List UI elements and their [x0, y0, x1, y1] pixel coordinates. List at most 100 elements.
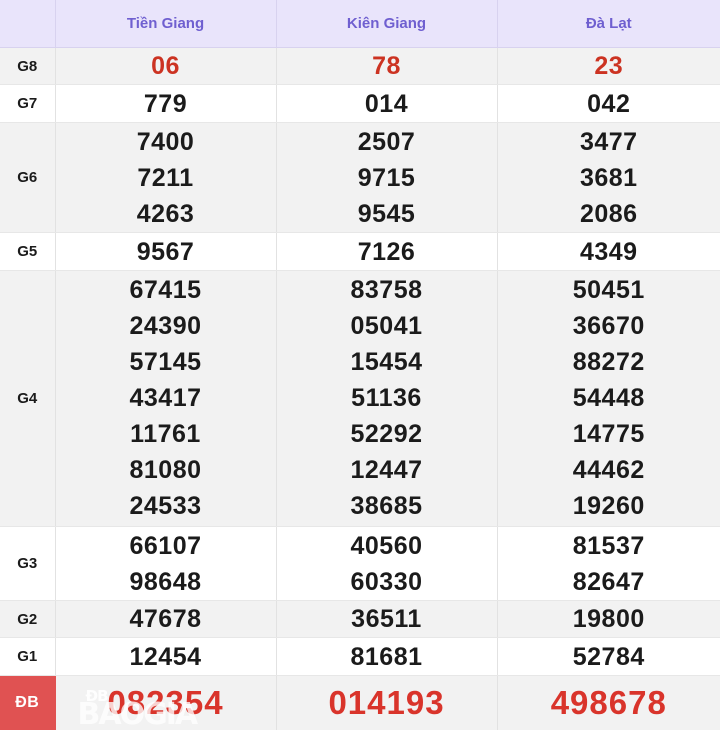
header-province-1: Tiền Giang — [55, 0, 277, 48]
prize-number: 82647 — [572, 567, 645, 596]
header-province-3: Đà Lạt — [497, 0, 720, 48]
prize-number: 23 — [594, 52, 624, 81]
prize-cell: 2507 9715 9545 — [276, 122, 498, 234]
prize-cell: 014 — [276, 84, 498, 123]
prize-number: 2507 — [357, 127, 416, 156]
prize-cell: 52784 — [497, 637, 720, 676]
prize-number: 12454 — [129, 642, 202, 671]
header-province-2: Kiên Giang — [276, 0, 498, 48]
prize-cell: 9567 — [55, 232, 277, 271]
prize-number: 9567 — [136, 237, 195, 266]
special-prize-number: 082354 — [107, 684, 224, 721]
special-prize-cell: 498678 — [497, 675, 720, 730]
header-row: Tiền Giang Kiên Giang Đà Lạt — [0, 0, 720, 48]
prize-label-g7: G7 — [0, 84, 56, 123]
prize-cell: 66107 98648 — [55, 526, 277, 601]
prize-number: 51136 — [351, 384, 422, 413]
prize-number: 042 — [587, 89, 631, 118]
prize-number: 83758 — [350, 276, 423, 305]
prize-number: 44462 — [572, 456, 645, 485]
prize-number: 36511 — [351, 605, 422, 634]
prize-number: 67415 — [129, 276, 202, 305]
prize-cell: 779 — [55, 84, 277, 123]
prize-cell: 7126 — [276, 232, 498, 271]
prize-number: 50451 — [572, 276, 645, 305]
prize-cell: 50451 36670 88272 54448 14775 44462 1926… — [497, 270, 720, 528]
prize-number: 57145 — [129, 348, 202, 377]
prize-number: 12447 — [350, 456, 423, 485]
prize-number: 779 — [143, 89, 188, 118]
prize-number: 47678 — [129, 605, 202, 634]
prize-number: 19800 — [572, 605, 645, 634]
prize-cell: 36511 — [276, 600, 498, 639]
prize-cell: 40560 60330 — [276, 526, 498, 601]
header-corner — [0, 0, 56, 48]
special-prize-number: 014193 — [328, 684, 445, 721]
prize-label-g1: G1 — [0, 637, 56, 676]
prize-cell: 4349 — [497, 232, 720, 271]
prize-number: 06 — [151, 52, 180, 81]
prize-number: 9715 — [357, 163, 416, 192]
prize-cell: 3477 3681 2086 — [497, 122, 720, 234]
prize-cell: 12454 — [55, 637, 277, 676]
prize-number: 4263 — [136, 199, 195, 228]
prize-number: 24533 — [129, 492, 202, 521]
prize-number: 19260 — [572, 492, 645, 521]
prize-number: 43417 — [129, 384, 202, 413]
prize-cell: 23 — [497, 47, 720, 86]
prize-number: 9545 — [357, 199, 416, 228]
prize-number: 88272 — [572, 348, 645, 377]
prize-cell: 19800 — [497, 600, 720, 639]
prize-number: 7126 — [357, 237, 416, 266]
table-row-special: ĐB ĐB BAOGIA 082354 014193 498678 — [0, 675, 720, 731]
prize-cell: 81681 — [276, 637, 498, 676]
prize-label-g5: G5 — [0, 232, 56, 271]
table-body: G8 06 78 23 G7 779 — [0, 47, 720, 731]
prize-number: 54448 — [572, 384, 645, 413]
special-prize-cell: ĐB BAOGIA 082354 — [55, 675, 277, 731]
table-row: G3 66107 98648 40560 60330 81537 82647 — [0, 526, 720, 601]
table-row: G7 779 014 042 — [0, 84, 720, 123]
prize-number: 81080 — [129, 456, 202, 485]
prize-number: 14775 — [572, 420, 645, 449]
prize-number: 81681 — [350, 642, 423, 671]
prize-number: 98648 — [129, 567, 202, 596]
prize-cell: 042 — [497, 84, 720, 123]
prize-number: 11761 — [130, 420, 201, 449]
prize-label-g8: G8 — [0, 47, 56, 86]
prize-number: 3477 — [579, 127, 638, 156]
prize-label-g6: G6 — [0, 122, 56, 234]
table-row: G8 06 78 23 — [0, 47, 720, 86]
prize-number: 52292 — [350, 420, 423, 449]
prize-number: 81537 — [572, 531, 645, 560]
prize-number: 7400 — [136, 127, 195, 156]
special-prize-number: 498678 — [550, 684, 667, 721]
prize-cell: 78 — [276, 47, 498, 86]
prize-number: 014 — [364, 89, 409, 118]
table-row: G5 9567 7126 4349 — [0, 232, 720, 271]
table-header: Tiền Giang Kiên Giang Đà Lạt — [0, 0, 720, 48]
prize-number: 66107 — [129, 531, 202, 560]
prize-number: 36670 — [572, 312, 645, 341]
watermark-top-text: ĐB — [85, 687, 109, 705]
table-row: G6 7400 7211 4263 2507 9715 9545 3477 36 — [0, 122, 720, 234]
special-prize-cell: 014193 — [276, 675, 498, 730]
prize-number: 38685 — [350, 492, 423, 521]
prize-number: 4349 — [579, 237, 638, 266]
prize-number: 60330 — [350, 567, 423, 596]
prize-number: 40560 — [350, 531, 423, 560]
prize-number: 7211 — [137, 163, 194, 192]
prize-number: 05041 — [350, 312, 423, 341]
table-row: G2 47678 36511 19800 — [0, 600, 720, 639]
prize-label-g4: G4 — [0, 270, 56, 528]
prize-number: 52784 — [572, 642, 645, 671]
prize-number: 3681 — [579, 163, 638, 192]
prize-number: 15454 — [350, 348, 423, 377]
special-prize-label: ĐB — [0, 675, 56, 730]
prize-number: 2086 — [579, 199, 638, 228]
prize-cell: 47678 — [55, 600, 277, 639]
prize-cell: 81537 82647 — [497, 526, 720, 601]
prize-cell: 83758 05041 15454 51136 52292 12447 3868… — [276, 270, 498, 528]
table-row: G1 12454 81681 52784 — [0, 637, 720, 676]
